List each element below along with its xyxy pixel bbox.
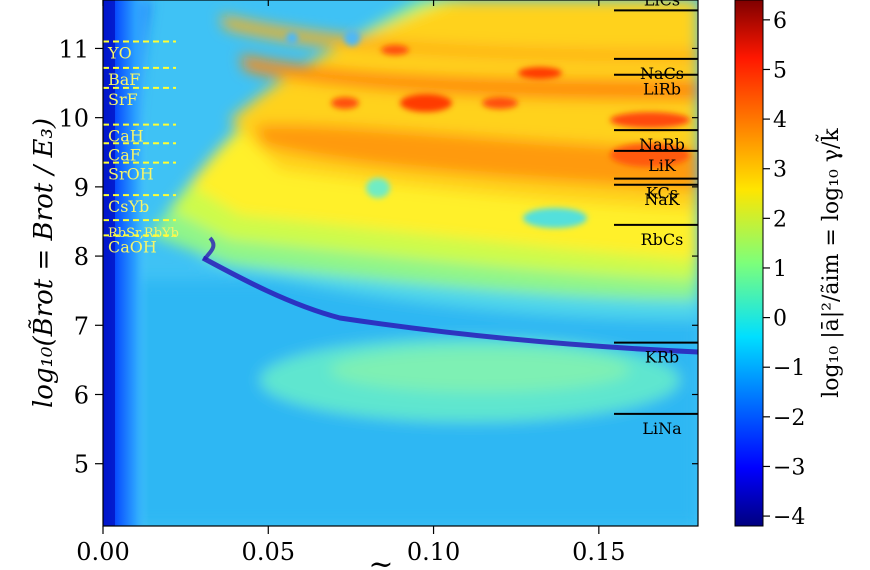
paramagnetic-label: CaF bbox=[108, 145, 141, 164]
paramagnetic-label: CsYb bbox=[108, 197, 149, 216]
colorbar-tick-label: 1 bbox=[773, 257, 787, 282]
colorbar-ticks: −4 −3 −2 −1 0 1 2 3 4 5 6 bbox=[763, 9, 805, 530]
paramagnetic-label: CaH bbox=[108, 127, 144, 146]
colorbar-tick-label: −3 bbox=[773, 455, 805, 480]
y-tick-label: 10 bbox=[58, 105, 89, 133]
colorbar-label: log₁₀ |ā|²/ãim = log₁₀ γ/k̃ bbox=[814, 128, 844, 398]
y-tick-label: 5 bbox=[74, 451, 89, 479]
y-tick-label: 8 bbox=[74, 243, 89, 271]
x-tick-label: 0.00 bbox=[76, 538, 129, 566]
y-axis-label: log₁₀(B̃rot = Brot / E₃) bbox=[28, 118, 59, 408]
bosonic-label: LiRb bbox=[643, 80, 681, 99]
paramagnetic-label: CaOH bbox=[108, 237, 157, 256]
x-tick-label: 0.10 bbox=[407, 538, 460, 566]
colorbar-tick-label: 2 bbox=[773, 207, 787, 232]
colorbar bbox=[734, 0, 764, 527]
plot-frame bbox=[102, 0, 699, 527]
colorbar-tick-label: 3 bbox=[773, 158, 787, 183]
bosonic-label: NaCs bbox=[640, 64, 684, 83]
y-axis-ticks: 5 6 7 8 9 10 11 bbox=[58, 35, 698, 479]
x-axis-ticks: 0.00 0.05 0.10 0.15 bbox=[76, 0, 626, 566]
bosonic-label: LiNa bbox=[642, 419, 682, 438]
bosonic-label: KRb bbox=[645, 348, 679, 367]
bosonic-label: NaRb bbox=[639, 135, 685, 154]
y-tick-label: 11 bbox=[58, 35, 89, 63]
y-tick-label: 7 bbox=[74, 312, 89, 340]
colorbar-tick-label: 6 bbox=[773, 9, 787, 34]
heatmap-field bbox=[103, 0, 698, 526]
bosonic-label: LiK bbox=[648, 156, 677, 175]
colorbar-tick-label: −1 bbox=[773, 356, 805, 381]
x-tick-label: 0.15 bbox=[572, 538, 625, 566]
paramagnetic-label: RbSr,RbYb bbox=[108, 226, 179, 241]
bosonic-label: LiCs bbox=[644, 0, 680, 9]
colorbar-tick-label: 4 bbox=[773, 108, 787, 133]
colorbar-tick-label: −2 bbox=[773, 406, 805, 431]
y-tick-label: 9 bbox=[74, 174, 89, 202]
colorbar-tick-label: 5 bbox=[773, 58, 787, 83]
paramagnetic-label: BaF bbox=[108, 70, 140, 89]
x-axis-label: ~ bbox=[368, 547, 393, 570]
paramagnetic-label: SrF bbox=[108, 90, 138, 109]
bosonic-label: NaK bbox=[644, 190, 681, 209]
paramagnetic-label: YO bbox=[107, 44, 132, 63]
colorbar-tick-label: −4 bbox=[773, 505, 805, 530]
bosonic-label: KCs bbox=[646, 184, 678, 203]
paramagnetic-label: SrOH bbox=[108, 165, 154, 184]
x-tick-label: 0.05 bbox=[242, 538, 295, 566]
bosonic-label: RbCs bbox=[641, 230, 684, 249]
y-tick-label: 6 bbox=[74, 382, 89, 410]
colorbar-tick-label: 0 bbox=[773, 307, 787, 332]
